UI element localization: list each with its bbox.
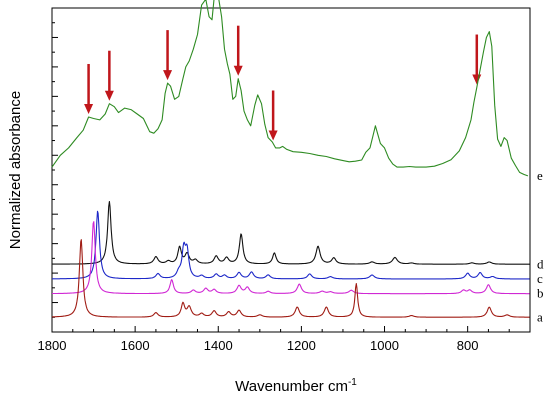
plot-frame — [51, 7, 531, 333]
x-tick-label: 1400 — [204, 338, 233, 353]
arrow-head — [268, 130, 278, 141]
trace-c — [52, 210, 530, 280]
arrow-head — [163, 70, 173, 81]
trace-label-c: c — [537, 271, 543, 286]
arrow-head — [84, 103, 94, 114]
trace-label-a: a — [537, 309, 543, 324]
spectra-traces — [51, 0, 530, 318]
trace-label-e: e — [537, 168, 543, 183]
x-tick-label: 1800 — [38, 338, 67, 353]
trace-label-d: d — [537, 256, 544, 271]
x-tick-labels: 1800 1600 1400 1200 1000 800 — [38, 338, 479, 353]
trace-a — [51, 239, 530, 318]
x-tick-label: 1200 — [287, 338, 316, 353]
trace-e — [51, 0, 529, 177]
arrow-head — [233, 65, 243, 76]
trace-label-b: b — [537, 286, 544, 301]
y-axis-title: Normalized absorbance — [7, 91, 24, 249]
arrow-markers — [84, 25, 482, 141]
x-tick-label: 800 — [457, 338, 479, 353]
axes-frame — [51, 7, 531, 333]
arrow-head — [104, 90, 114, 101]
arrow-head — [472, 74, 482, 85]
x-axis-title: Wavenumber cm-1 — [235, 377, 357, 395]
x-axis-title-text: Wavenumber cm — [235, 378, 348, 395]
x-axis-title-superscript: -1 — [348, 377, 357, 388]
trace-d — [52, 200, 530, 265]
x-tick-label: 1000 — [370, 338, 399, 353]
trace-b — [52, 221, 530, 295]
x-tick-label: 1600 — [121, 338, 150, 353]
